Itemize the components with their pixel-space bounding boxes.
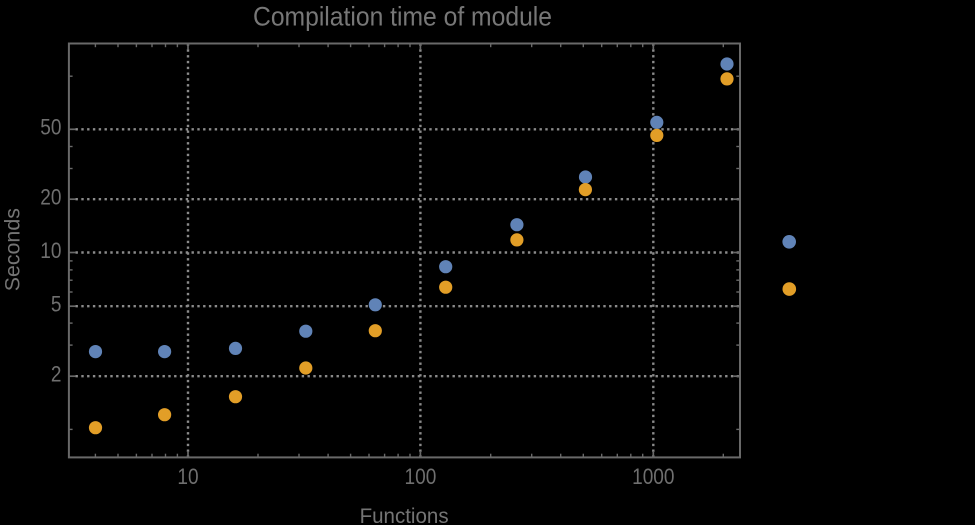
- svg-text:10: 10: [177, 464, 198, 489]
- svg-text:1000: 1000: [632, 464, 674, 489]
- svg-text:100: 100: [405, 464, 437, 489]
- svg-text:10: 10: [40, 238, 61, 263]
- svg-text:5: 5: [51, 292, 62, 317]
- svg-text:2: 2: [51, 362, 62, 387]
- svg-text:50: 50: [40, 115, 61, 140]
- svg-text:Compilation time of module: Compilation time of module: [253, 1, 552, 31]
- svg-text:20: 20: [40, 185, 61, 210]
- svg-text:Seconds: Seconds: [1, 208, 25, 291]
- svg-text:Functions: Functions: [360, 504, 449, 525]
